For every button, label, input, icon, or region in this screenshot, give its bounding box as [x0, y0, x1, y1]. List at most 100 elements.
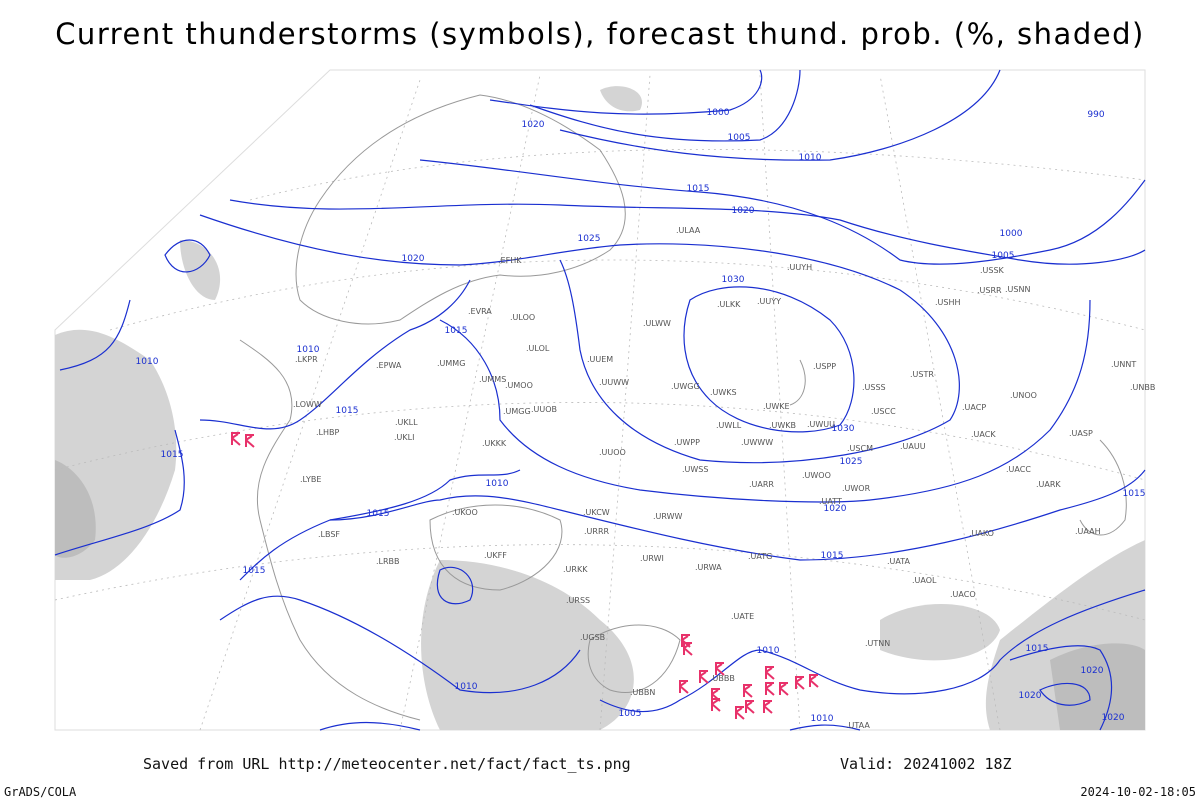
- station-label: .LRBB: [376, 557, 400, 566]
- station-label: .UWWW: [741, 438, 773, 447]
- isobar-label: 1020: [522, 120, 545, 130]
- station-label: .LOWW: [293, 400, 322, 409]
- station-label: .UACO: [950, 590, 976, 599]
- station-label: .UARK: [1036, 480, 1061, 489]
- station-label: .ULWW: [643, 319, 671, 328]
- station-label: .UKCW: [583, 508, 610, 517]
- station-label: .LBSF: [318, 530, 340, 539]
- station-label: .UUEM: [587, 355, 613, 364]
- station-label: .UMMS: [479, 375, 506, 384]
- thunderstorm-symbol: [779, 682, 789, 696]
- isobar-label: 1010: [799, 153, 822, 163]
- isobar-label: 1015: [1026, 644, 1049, 654]
- isobar-label: 1015: [161, 450, 184, 460]
- thunderstorm-symbol: [809, 674, 819, 688]
- station-label: .UGSB: [580, 633, 605, 642]
- station-label: .LKPR: [295, 355, 318, 364]
- isobar-label: 1020: [1081, 666, 1104, 676]
- station-label: .ULOO: [510, 313, 535, 322]
- thunderstorm-symbol: [795, 676, 805, 690]
- isobar-label: 1015: [367, 509, 390, 519]
- isobar-label: 1005: [619, 709, 642, 719]
- station-label: .UWOO: [802, 471, 831, 480]
- isobars: [54, 69, 1146, 731]
- station-label: .UATG: [748, 552, 772, 561]
- station-label: .UACC: [1006, 465, 1031, 474]
- isobar-label: 1015: [1123, 489, 1146, 499]
- isobar-label: 1020: [1019, 691, 1042, 701]
- isobar-label: 1025: [578, 234, 601, 244]
- station-label: .ULAA: [676, 226, 701, 235]
- thunderstorm-symbol: [763, 700, 773, 714]
- station-label: .ULKK: [717, 300, 741, 309]
- probability-area: [421, 560, 634, 730]
- station-label: .USSK: [980, 266, 1005, 275]
- thunderstorm-symbols: [231, 432, 819, 720]
- thunderstorm-symbol: [765, 666, 775, 680]
- station-label: .UKLI: [394, 433, 414, 442]
- station-label: .UWLL: [716, 421, 742, 430]
- thunderstorm-symbol: [735, 706, 745, 720]
- isobar-label: 1010: [486, 479, 509, 489]
- station-label: .EFHK: [498, 256, 522, 265]
- station-label: .UKKK: [482, 439, 507, 448]
- thunderstorm-symbol: [699, 670, 709, 684]
- station-label: .UAOL: [912, 576, 937, 585]
- station-label: .UACP: [962, 403, 986, 412]
- station-label: .UKLL: [395, 418, 418, 427]
- station-label: .UWPP: [674, 438, 700, 447]
- station-label: .UWSS: [682, 465, 708, 474]
- station-label: .URSS: [566, 596, 590, 605]
- thunderstorm-symbol: [683, 642, 693, 656]
- station-label: .UWKE: [763, 402, 790, 411]
- thunderstorm-symbol: [245, 434, 255, 448]
- isobar-labels: 1020 1000 1005 1010 1015 1020 1025 1030 1020 1015…: [136, 108, 1146, 724]
- station-label: .USHH: [935, 298, 961, 307]
- isobar-label: 1015: [687, 184, 710, 194]
- station-label: .UKFF: [484, 551, 507, 560]
- probability-area: [1050, 643, 1145, 730]
- station-label: .URWA: [695, 563, 722, 572]
- station-label: .USSS: [862, 383, 886, 392]
- station-label: .UMGG: [503, 407, 531, 416]
- station-label: .UBBN: [630, 688, 655, 697]
- source-url: Saved from URL http://meteocenter.net/fa…: [143, 755, 631, 773]
- station-label: .UUOO: [599, 448, 626, 457]
- shading: [55, 86, 1145, 730]
- station-label: .UNBB: [1130, 383, 1155, 392]
- thunderstorm-symbol: [765, 682, 775, 696]
- coastlines: [239, 94, 1127, 721]
- isobar-label: 1015: [821, 551, 844, 561]
- station-label: .UUOB: [531, 405, 557, 414]
- isobar-label: 1030: [722, 275, 745, 285]
- station-label: .UASP: [1069, 429, 1093, 438]
- station-label: .USRR: [977, 286, 1002, 295]
- probability-area: [880, 603, 1000, 661]
- station-label: .UMOO: [505, 381, 533, 390]
- isobar-label: 1010: [136, 357, 159, 367]
- station-label: .USPP: [813, 362, 836, 371]
- station-label: .UATE: [731, 612, 754, 621]
- software: GrADS/COLA: [4, 785, 77, 799]
- station-label: .UATA: [887, 557, 911, 566]
- station-label: .URWW: [653, 512, 683, 521]
- station-label: .USCM: [847, 444, 873, 453]
- station-label: .UATT: [819, 497, 842, 506]
- station-label: .UMMG: [437, 359, 465, 368]
- station-label: .LHBP: [316, 428, 340, 437]
- isobar-label: 1010: [757, 646, 780, 656]
- station-label: .UNNT: [1111, 360, 1136, 369]
- thunderstorm-symbol: [743, 684, 753, 698]
- thunderstorm-symbol: [715, 662, 725, 676]
- station-label: .URKK: [563, 565, 588, 574]
- station-label: .UNOO: [1010, 391, 1037, 400]
- isobar-label: 1030: [832, 424, 855, 434]
- station-label: .URRR: [584, 527, 610, 536]
- station-label: .UUYY: [757, 297, 781, 306]
- station-label: .URWI: [640, 554, 664, 563]
- station-label: .ULOL: [526, 344, 550, 353]
- isobar-label: 1005: [992, 251, 1015, 261]
- station-label: .UARR: [749, 480, 774, 489]
- isobar-label: 1010: [811, 714, 834, 724]
